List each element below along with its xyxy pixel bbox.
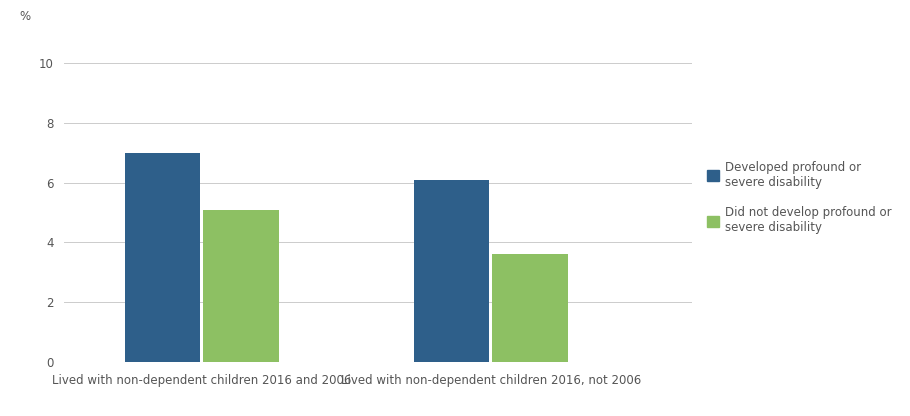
Text: %: % [20,10,31,23]
Bar [125,153,200,362]
Bar [414,180,489,362]
Bar [492,254,568,362]
Bar [204,210,278,362]
Legend: Developed profound or
severe disability, Did not develop profound or
severe disa: Developed profound or severe disability,… [703,157,895,238]
